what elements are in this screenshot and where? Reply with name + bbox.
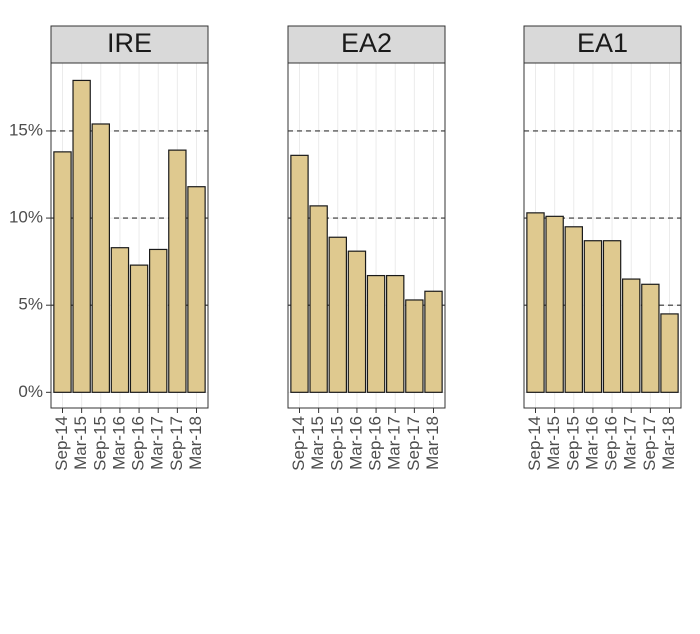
strip — [523, 25, 682, 64]
x-tick-label: Sep-14 — [525, 416, 544, 471]
strip-title: IRE — [107, 28, 152, 58]
strip — [287, 25, 446, 64]
bar — [622, 278, 641, 393]
x-tick-label: Mar-17 — [621, 416, 640, 470]
bar — [602, 240, 622, 393]
x-tick-label: Sep-15 — [90, 416, 109, 471]
bar — [53, 151, 72, 393]
bar — [526, 212, 545, 393]
bar — [424, 290, 443, 393]
x-tick-label: Sep-17 — [640, 416, 659, 471]
bar — [366, 274, 386, 393]
y-tick-label: 5% — [18, 295, 43, 314]
x-tick-label: Sep-17 — [404, 416, 423, 471]
bar — [72, 79, 91, 393]
bar — [110, 247, 130, 393]
bar — [149, 248, 168, 393]
x-tick-label: Sep-14 — [52, 416, 71, 471]
bar — [187, 186, 206, 393]
bar — [564, 226, 583, 393]
x-tick-label: Sep-16 — [366, 416, 385, 471]
bar — [660, 313, 679, 393]
x-tick-label: Sep-14 — [289, 416, 308, 471]
bar — [91, 123, 110, 393]
bar — [290, 154, 309, 393]
x-tick-label: Mar-18 — [186, 416, 205, 470]
x-tick-label: Mar-15 — [308, 416, 327, 470]
bar — [328, 236, 347, 393]
x-tick-label: Sep-16 — [602, 416, 621, 471]
x-tick-label: Sep-16 — [129, 416, 148, 471]
x-tick-label: Sep-15 — [563, 416, 582, 471]
strip — [50, 25, 209, 64]
bar — [386, 274, 405, 393]
strip-title: EA2 — [341, 28, 392, 58]
x-tick-label: Mar-17 — [148, 416, 167, 470]
x-tick-label: Mar-17 — [385, 416, 404, 470]
x-tick-label: Mar-15 — [544, 416, 563, 470]
x-tick-label: Mar-16 — [582, 416, 601, 470]
x-tick-label: Sep-17 — [167, 416, 186, 471]
bar — [405, 299, 424, 393]
bar — [583, 240, 603, 393]
x-tick-label: Mar-15 — [71, 416, 90, 470]
x-tick-label: Mar-18 — [423, 416, 442, 470]
y-tick-label: 15% — [9, 120, 43, 139]
y-tick-label: 10% — [9, 208, 43, 227]
bar — [347, 250, 367, 393]
bar — [545, 215, 564, 393]
strip-title: EA1 — [577, 28, 628, 58]
x-tick-label: Mar-18 — [659, 416, 678, 470]
bar — [309, 205, 328, 393]
bar — [129, 264, 149, 393]
x-tick-label: Mar-16 — [346, 416, 365, 470]
bar — [168, 149, 187, 393]
y-tick-label: 0% — [18, 382, 43, 401]
x-tick-label: Mar-16 — [109, 416, 128, 470]
x-tick-label: Sep-15 — [327, 416, 346, 471]
bar — [641, 283, 660, 393]
